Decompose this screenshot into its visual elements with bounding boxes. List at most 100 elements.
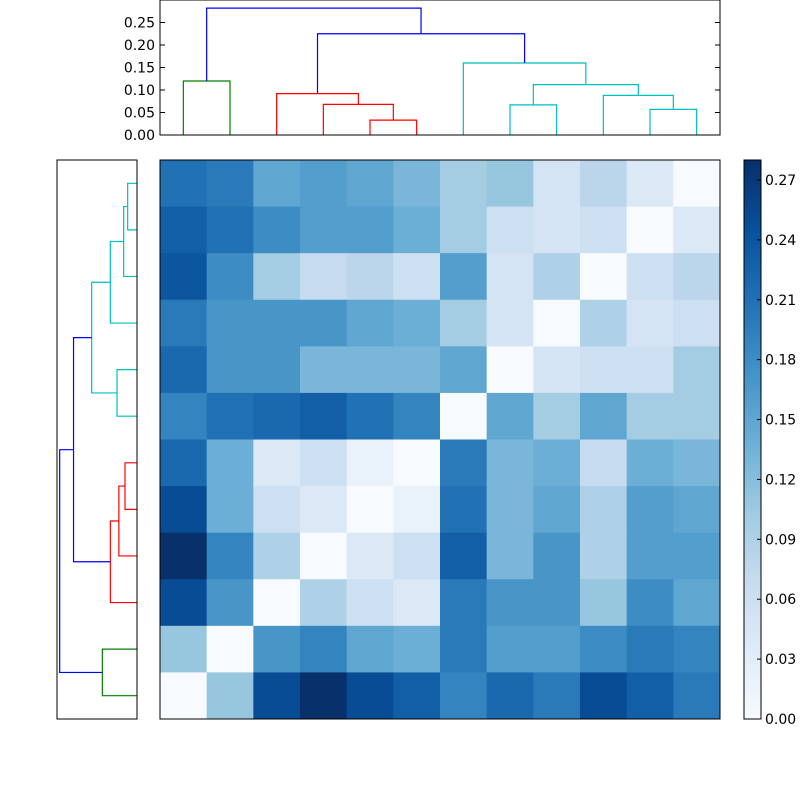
colorbar-gradient-slice (744, 459, 761, 463)
colorbar-gradient-slice (744, 330, 761, 334)
colorbar-gradient-slice (744, 160, 761, 164)
heatmap-cell (486, 253, 534, 301)
heatmap-cell (393, 392, 441, 440)
heatmap-cell (206, 299, 254, 347)
colorbar-gradient-slice (744, 313, 761, 318)
colorbar-gradient-slice (744, 517, 761, 522)
colorbar-gradient-slice (744, 358, 761, 362)
colorbar-gradient-slice (744, 397, 761, 401)
heatmap-cell (253, 346, 301, 394)
heatmap-cell (346, 392, 394, 440)
heatmap-cell (580, 486, 628, 534)
heatmap-cell (533, 299, 581, 347)
colorbar-gradient-slice (744, 478, 761, 483)
colorbar-gradient-slice (744, 417, 761, 421)
colorbar-gradient-slice (744, 635, 761, 639)
heatmap-cell (206, 253, 254, 301)
left-dendrogram-frame (56, 159, 138, 720)
colorbar-gradient-slice (744, 534, 761, 538)
heatmap-cell (440, 625, 488, 673)
colorbar-gradient-slice (744, 383, 761, 387)
colorbar-gradient-slice (744, 447, 761, 452)
heatmap-cell (253, 253, 301, 301)
heatmap-cell (673, 206, 721, 254)
colorbar-gradient-slice (744, 266, 761, 270)
colorbar-gradient-slice (744, 263, 761, 267)
colorbar-gradient-slice (744, 545, 761, 550)
heatmap-cell (673, 346, 721, 394)
heatmap-cell (160, 392, 208, 440)
heatmap-cell (393, 579, 441, 627)
heatmap-cell (626, 206, 674, 254)
colorbar-gradient-slice (744, 489, 761, 494)
heatmap-cell (253, 486, 301, 534)
heatmap-cell (206, 532, 254, 580)
colorbar-gradient-slice (744, 361, 761, 365)
colorbar-gradient-slice (744, 677, 761, 681)
colorbar-gradient-slice (744, 227, 761, 231)
heatmap-cell (346, 625, 394, 673)
colorbar-gradient-slice (744, 260, 761, 265)
colorbar-gradient-slice (744, 582, 761, 586)
heatmap-cell (346, 532, 394, 580)
heatmap-cell (160, 253, 208, 301)
heatmap-cell (346, 439, 394, 487)
heatmap-cell (346, 160, 394, 208)
top-dendrogram-tick-label: 0.15 (124, 61, 155, 77)
heatmap-cell (300, 439, 348, 487)
colorbar-gradient-slice (744, 201, 761, 206)
colorbar-gradient-slice (744, 179, 761, 183)
colorbar-gradient-slice (744, 623, 761, 628)
heatmap-cell (206, 486, 254, 534)
heatmap-cell (393, 160, 441, 208)
colorbar-gradient-slice (744, 637, 761, 642)
colorbar-gradient-slice (744, 378, 761, 382)
heatmap-cell (300, 672, 348, 720)
colorbar-gradient-slice (744, 702, 761, 706)
colorbar-gradient-slice (744, 394, 761, 399)
colorbar-gradient-slice (744, 682, 761, 687)
colorbar-gradient-slice (744, 269, 761, 273)
top-dendrogram-link-10 (206, 7, 422, 81)
heatmap-cell (440, 672, 488, 720)
colorbar-gradient-slice (744, 213, 761, 217)
heatmap-cell (580, 206, 628, 254)
heatmap-cell (486, 160, 534, 208)
colorbar-gradient-slice (744, 296, 761, 301)
colorbar-gradient-slice (744, 302, 761, 306)
colorbar-gradient-slice (744, 308, 761, 312)
colorbar-gradient-slice (744, 422, 761, 427)
heatmap-cell (160, 486, 208, 534)
colorbar-gradient-slice (744, 366, 761, 371)
colorbar-gradient-slice (744, 204, 761, 209)
colorbar-gradient-slice (744, 336, 761, 340)
heatmap-cell (580, 253, 628, 301)
colorbar-gradient-slice (744, 243, 761, 248)
heatmap-cell (346, 672, 394, 720)
colorbar-gradient-slice (744, 590, 761, 594)
heatmap-cell (206, 392, 254, 440)
colorbar-gradient-slice (744, 570, 761, 575)
colorbar-tick-label: 0.27 (765, 173, 796, 189)
colorbar-gradient-slice (744, 596, 761, 600)
heatmap-cell (673, 672, 721, 720)
colorbar-gradient-slice (744, 364, 761, 368)
colorbar-gradient-slice (744, 400, 761, 404)
colorbar-gradient-slice (744, 241, 761, 245)
heatmap-cell (486, 579, 534, 627)
colorbar-gradient-slice (744, 372, 761, 376)
heatmap-cell (440, 486, 488, 534)
colorbar-gradient-slice (744, 285, 761, 290)
colorbar-gradient-slice (744, 453, 761, 457)
top-dendrogram: 0.00 0.05 0.10 0.15 0.20 0.25 (124, 0, 721, 144)
heatmap-cell (580, 160, 628, 208)
heatmap-cell (486, 299, 534, 347)
colorbar-gradient-slice (744, 224, 761, 228)
heatmap-cell (486, 532, 534, 580)
heatmap-cell (206, 672, 254, 720)
colorbar-gradient-slice (744, 310, 761, 315)
heatmap-cell (393, 299, 441, 347)
heatmap-cell (673, 299, 721, 347)
colorbar-gradient-slice (744, 218, 761, 223)
